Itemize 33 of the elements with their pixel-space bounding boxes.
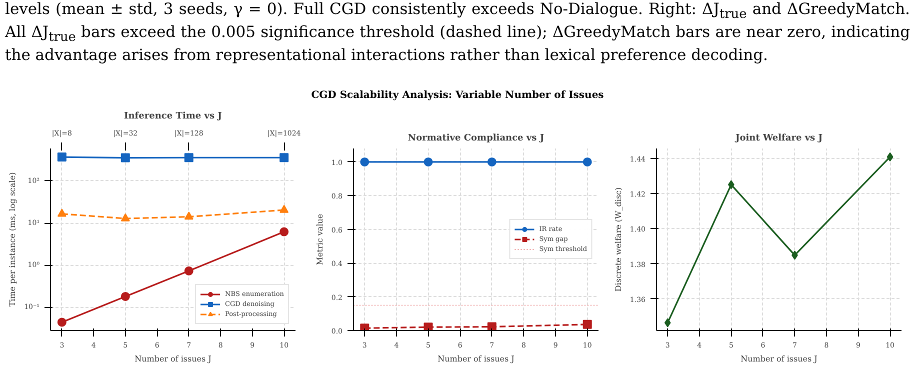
point <box>424 322 433 330</box>
point <box>280 153 289 162</box>
text: levels (mean ± std, 3 seeds, γ = 0). Full CGD consistently exceeds No-Dialogue. Right: ΔJ$_{true}$ and ΔGreedyMatch. All ΔJ$_{true}$ bars exceed the 0.005 significance threshold (dashed line); ΔGreedyMatch bars are near zero, indicating the advantage arises from representational interactions rather than lexical preference decoding. <box>5 0 910 64</box>
point <box>582 157 592 166</box>
point <box>664 318 671 328</box>
x-axis-title: Number of issues J <box>134 354 212 364</box>
point <box>280 204 289 213</box>
point <box>57 318 66 327</box>
x-axis-title: Number of issues J <box>438 354 514 364</box>
text: CGD Scalability Analysis: Variable Number of Issues <box>310 88 605 103</box>
x-axis-title: Number of issues J <box>740 354 818 364</box>
point <box>184 153 194 162</box>
y-axis-title: Metric value <box>315 214 324 266</box>
point <box>360 324 370 330</box>
point <box>184 266 194 276</box>
y-axis-title: Discrete welfare (W_disc) <box>614 187 623 292</box>
point <box>120 153 130 162</box>
point <box>57 152 66 162</box>
point <box>57 208 66 217</box>
chart-title: Inference Time vs J <box>124 112 222 122</box>
point <box>487 322 496 330</box>
point <box>487 157 496 166</box>
point <box>120 213 130 222</box>
point <box>582 320 592 329</box>
chart-title: Normative Compliance vs J <box>408 134 544 144</box>
point <box>886 152 894 162</box>
chart-title: Joint Welfare vs J <box>734 134 823 144</box>
y-axis-title: Time per instance (ms, log scale) <box>8 172 18 307</box>
point <box>120 292 130 301</box>
point <box>184 212 194 220</box>
point <box>280 227 289 236</box>
point <box>360 157 370 166</box>
point <box>424 157 433 166</box>
